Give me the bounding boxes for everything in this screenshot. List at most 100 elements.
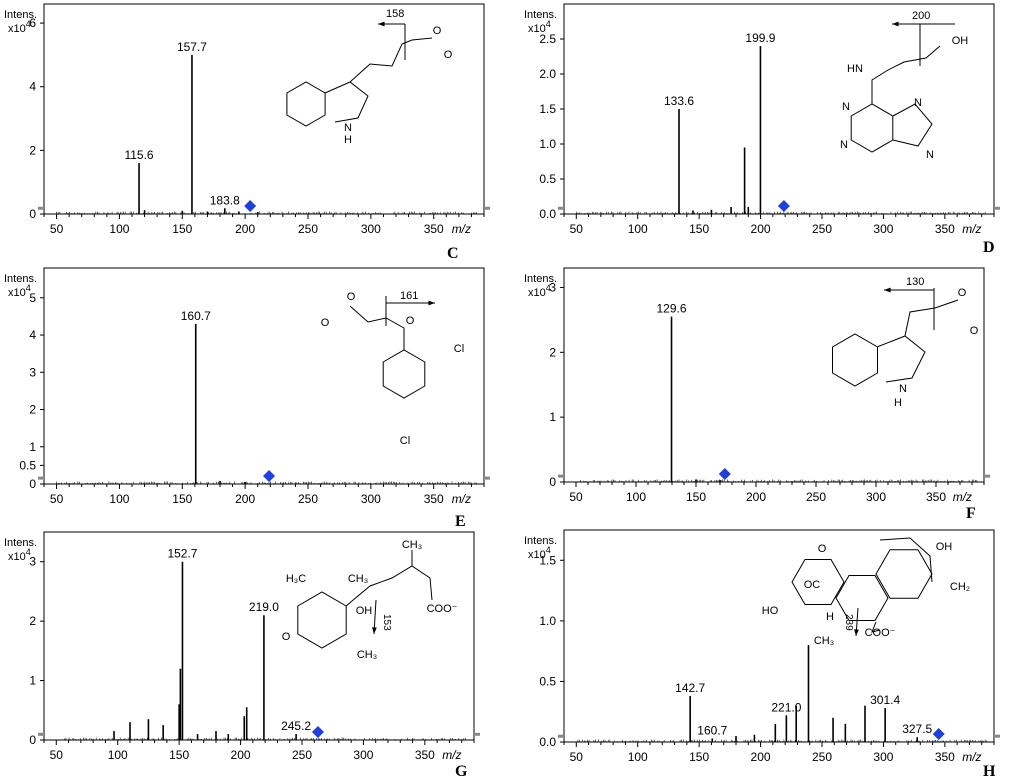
y-tick-label: 0	[29, 207, 36, 221]
x-tick-label: 300	[353, 748, 373, 762]
ring-a	[791, 559, 845, 605]
structure-atom-label: H	[894, 397, 902, 409]
y-tick-label: 0.5	[539, 172, 556, 186]
precursor-diamond-icon	[932, 728, 945, 740]
intensity-scale-exponent: 4	[546, 545, 551, 555]
peak-label: 327.5	[902, 722, 932, 736]
acetyl-chain	[904, 299, 959, 337]
x-tick-label: 150	[686, 490, 706, 504]
baseline-marker-right	[474, 732, 480, 736]
structure-atom-label: N	[926, 149, 934, 161]
plot-frame	[563, 3, 995, 215]
x-axis-label: m/z	[442, 748, 461, 762]
y-tick-label: 5	[29, 291, 36, 305]
structure-atom-label: CH₃	[357, 649, 377, 661]
plot-frame	[43, 531, 475, 741]
x-tick-label: 50	[50, 492, 64, 506]
intensity-scale-label: x104	[8, 19, 31, 35]
x-tick-label: 200	[751, 750, 771, 764]
intensity-label: Intens.	[524, 535, 557, 547]
x-tick-label: 100	[109, 492, 129, 506]
panel-letter: C	[447, 245, 459, 262]
structure-atom-label: O	[818, 543, 827, 555]
peak-label: 115.6	[124, 148, 153, 162]
x-tick-label: 100	[628, 750, 648, 764]
x-tick-label: 300	[866, 490, 886, 504]
structure-atom-label: OH	[936, 541, 953, 553]
structure-atom-label: N	[899, 383, 907, 395]
carboxyl-bond	[871, 621, 881, 633]
plot-frame	[43, 3, 485, 215]
benzene-ring	[382, 349, 426, 399]
peak-label: 152.7	[167, 547, 197, 561]
x-tick-label: 350	[935, 222, 955, 236]
structure-atom-label: OH	[356, 605, 373, 617]
x-tick-label: 300	[873, 750, 893, 764]
side-chain	[871, 45, 941, 104]
x-axis-label: m/z	[452, 492, 471, 506]
structure-atom-label: O	[321, 317, 330, 329]
ring-c	[875, 549, 933, 599]
y-tick-label: 1	[29, 440, 36, 454]
structure-atom-label: CH₃	[348, 573, 368, 585]
side-chain	[345, 565, 433, 607]
structure-indole-butyric-acid: 158 OO NH	[286, 8, 453, 146]
structure-atom-label: N	[842, 101, 850, 113]
structure-abscisic-acid: 153 H₃C CH₃ OH O CH₃ COO⁻ CH₃	[282, 539, 458, 661]
x-tick-label: 200	[235, 492, 255, 506]
baseline-marker-left	[558, 206, 564, 210]
x-axis-label: m/z	[452, 222, 471, 236]
x-tick-label: 350	[424, 222, 444, 236]
y-tick-label: 0	[29, 733, 36, 747]
peak-label: 199.9	[745, 31, 775, 45]
peak-label: 133.6	[664, 94, 694, 108]
x-tick-label: 250	[298, 492, 318, 506]
intensity-scale-exponent: 4	[546, 283, 551, 293]
structure-atom-label: COO⁻	[865, 627, 896, 639]
panel-letter: G	[455, 763, 468, 780]
panel-letter: E	[455, 513, 466, 530]
x-tick-label: 250	[298, 222, 318, 236]
panel-letter: F	[966, 505, 976, 522]
y-tick-label: 4	[29, 80, 36, 94]
pyrimidine-ring	[850, 103, 894, 153]
x-tick-label: 250	[812, 222, 832, 236]
fragment-mz-label: 130	[906, 276, 924, 288]
bridge	[879, 537, 933, 583]
y-tick-label: 2	[29, 403, 36, 417]
arrow-head-icon	[428, 300, 435, 306]
peak-label: 129.6	[657, 302, 687, 316]
structure-atom-label: COO⁻	[427, 603, 458, 615]
ring-b	[835, 575, 889, 621]
x-tick-label: 50	[570, 750, 584, 764]
y-tick-label: 2.5	[539, 32, 556, 46]
structure-atom-label: O	[444, 49, 453, 61]
structure-atom-label: O	[433, 25, 442, 37]
structure-atom-label: CH₂	[950, 581, 970, 593]
baseline-marker-left	[558, 734, 564, 738]
baseline-marker-left	[38, 732, 44, 736]
x-tick-label: 200	[746, 490, 766, 504]
structure-atom-label: O	[958, 287, 967, 299]
peak-label: 160.7	[181, 309, 211, 323]
precursor-diamond-icon	[263, 470, 276, 482]
y-tick-label: 0.0	[539, 735, 556, 749]
precursor-diamond-icon	[777, 200, 790, 212]
structure-atom-label: CH₃	[814, 635, 834, 647]
intensity-label: Intens.	[4, 537, 37, 549]
peak-label: 157.7	[177, 40, 207, 54]
structure-atom-label: O	[347, 291, 356, 303]
structure-atom-label: H	[826, 611, 834, 623]
spectrum-panel-H: Intens.x104 0.0 0.5 1.0 1.5 50 100 150 200 250 300…	[524, 529, 1000, 780]
x-tick-label: 150	[172, 492, 192, 506]
pyrrole-ring	[876, 335, 926, 383]
y-tick-label: 1.5	[539, 102, 556, 116]
intensity-label: Intens.	[4, 9, 37, 21]
fragment-mz-label: 239	[843, 614, 854, 631]
intensity-label: Intens.	[4, 273, 37, 285]
structure-atom-label: OH	[952, 35, 969, 47]
arrow-head-icon	[378, 21, 385, 27]
